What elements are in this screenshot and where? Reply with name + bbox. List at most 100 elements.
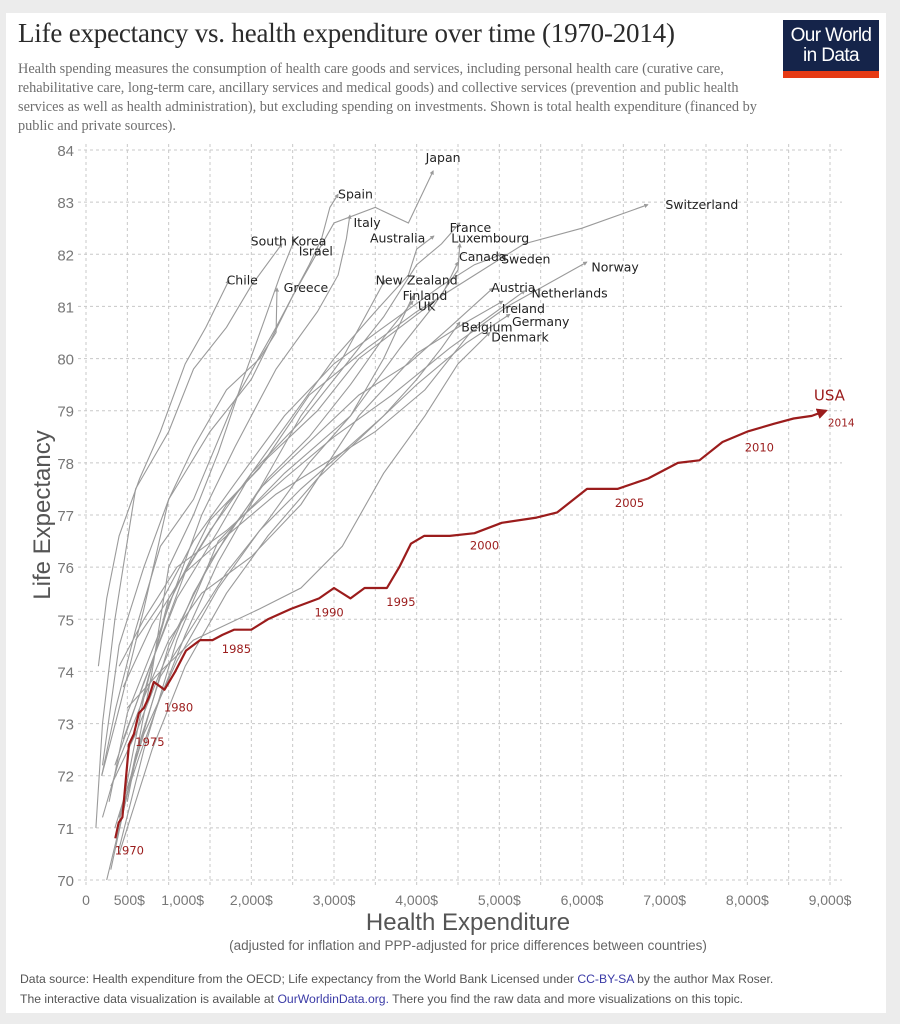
owid-link[interactable]: OurWorldinData.org. <box>277 992 389 1006</box>
country-line-canada <box>122 261 459 740</box>
owid-logo[interactable]: Our World in Data <box>783 20 879 78</box>
country-label: Belgium <box>461 319 512 334</box>
y-tick-label: 79 <box>57 404 74 421</box>
logo-line-1: Our World <box>790 24 872 46</box>
country-label: Netherlands <box>531 285 607 300</box>
country-label: Greece <box>284 280 329 295</box>
y-tick-label: 75 <box>57 612 74 629</box>
country-label: Austria <box>491 280 535 295</box>
footer-source-text: Data source: Health expenditure from the… <box>20 972 578 986</box>
usa-year-label: 1980 <box>164 701 193 715</box>
y-tick-label: 80 <box>57 352 74 369</box>
x-tick-label: 6,000$ <box>561 892 604 908</box>
country-label: UK <box>418 298 436 313</box>
y-tick-label: 83 <box>57 195 74 212</box>
country-line-belgium <box>114 321 461 829</box>
country-label: Switzerland <box>665 197 738 212</box>
y-tick-label: 84 <box>57 143 74 160</box>
y-tick-label: 71 <box>57 821 74 838</box>
y-axis-ticks: 70 71 72 73 74 75 76 77 78 79 80 81 82 83 84 <box>57 143 74 890</box>
usa-series: 1970 1975 1980 1985 1990 1995 2000 2005 2010 USA 2… <box>114 387 855 857</box>
country-label: France <box>450 220 492 235</box>
country-line-netherlands <box>122 290 526 688</box>
x-tick-label: 0 <box>82 892 90 908</box>
x-axis-sublabel: (adjusted for inflation and PPP-adjusted… <box>229 938 707 953</box>
x-tick-label: 9,000$ <box>809 892 852 908</box>
country-label: Norway <box>591 259 639 274</box>
x-tick-label: 500$ <box>114 892 145 908</box>
country-line-denmark <box>126 331 491 709</box>
x-tick-label: 3,000$ <box>313 892 356 908</box>
usa-line <box>114 408 828 839</box>
chart-card <box>6 13 886 1013</box>
country-label: New Zealand <box>376 272 458 287</box>
chart-subtitle: Health spending measures the consumption… <box>18 61 757 134</box>
country-line-south-korea <box>95 243 283 828</box>
usa-series-label: USA <box>814 387 846 405</box>
footer-source: Data source: Health expenditure from the… <box>20 972 773 986</box>
country-label: Italy <box>354 215 382 230</box>
y-tick-label: 82 <box>57 247 74 264</box>
usa-year-label: 2005 <box>615 496 644 510</box>
license-link[interactable]: CC-BY-SA <box>577 972 634 986</box>
country-label: Germany <box>512 314 570 329</box>
usa-year-label: 2000 <box>470 538 499 552</box>
country-label: Luxembourg <box>451 231 529 246</box>
x-tick-label: 4,000$ <box>395 892 438 908</box>
country-line-chile <box>97 279 230 667</box>
country-label: Australia <box>370 231 425 246</box>
country-label: Finland <box>403 288 448 303</box>
x-axis-ticks: 0 500$ 1,000$ 2,000$ 3,000$ 4,000$ 5,000$ 6,000… <box>82 892 852 908</box>
usa-year-label: 1995 <box>386 595 415 609</box>
country-lines <box>95 170 649 881</box>
country-label: Spain <box>338 186 373 201</box>
country-label: South Korea <box>251 233 327 248</box>
y-tick-label: 74 <box>57 664 74 681</box>
country-label: Ireland <box>502 301 545 316</box>
y-tick-label: 76 <box>57 560 74 577</box>
country-line-norway <box>118 261 588 667</box>
y-tick-label: 78 <box>57 456 74 473</box>
country-label: Japan <box>425 150 461 165</box>
usa-year-label: 1990 <box>314 605 343 619</box>
country-line-ireland <box>101 300 504 818</box>
country-label: Sweden <box>501 252 550 267</box>
country-line-italy <box>108 214 352 802</box>
country-line-australia <box>118 235 435 823</box>
footer-interactive: The interactive data visualization is av… <box>20 992 743 1006</box>
country-line-germany <box>118 313 511 855</box>
y-axis-label: Life Expectancy <box>29 430 56 599</box>
country-line-switzerland <box>135 203 649 724</box>
footer-author-text: by the author Max Roser. <box>633 972 774 986</box>
chart-title: Life expectancy vs. health expenditure o… <box>18 18 675 48</box>
y-tick-label: 77 <box>57 508 74 525</box>
usa-year-label: 1985 <box>222 642 251 656</box>
country-line-sweden <box>135 253 503 641</box>
usa-year-label: 1970 <box>115 843 144 857</box>
country-line-greece <box>101 287 280 766</box>
country-line-new-zealand <box>118 279 386 818</box>
x-tick-label: 5,000$ <box>478 892 521 908</box>
country-label: Israel <box>299 244 333 259</box>
y-tick-label: 72 <box>57 769 74 786</box>
logo-line-2: in Data <box>802 44 860 66</box>
y-tick-label: 70 <box>57 873 74 890</box>
footer-interactive-text: The interactive data visualization is av… <box>20 992 278 1006</box>
usa-end-year-label: 2014 <box>828 418 855 430</box>
country-label: Chile <box>227 272 259 287</box>
footer-tail-text: There you find the raw data and more vis… <box>388 992 744 1006</box>
country-label: Canada <box>459 249 507 264</box>
country-label: Denmark <box>491 330 549 345</box>
y-tick-label: 81 <box>57 299 74 316</box>
x-axis-label: Health Expenditure <box>366 909 570 936</box>
x-tick-label: 2,000$ <box>230 892 273 908</box>
x-tick-label: 7,000$ <box>643 892 686 908</box>
country-line-france <box>114 222 461 766</box>
x-tick-label: 1,000$ <box>161 892 204 908</box>
x-tick-label: 8,000$ <box>726 892 769 908</box>
country-line-finland <box>110 295 414 870</box>
y-tick-label: 73 <box>57 717 74 734</box>
usa-year-label: 2010 <box>745 441 774 455</box>
